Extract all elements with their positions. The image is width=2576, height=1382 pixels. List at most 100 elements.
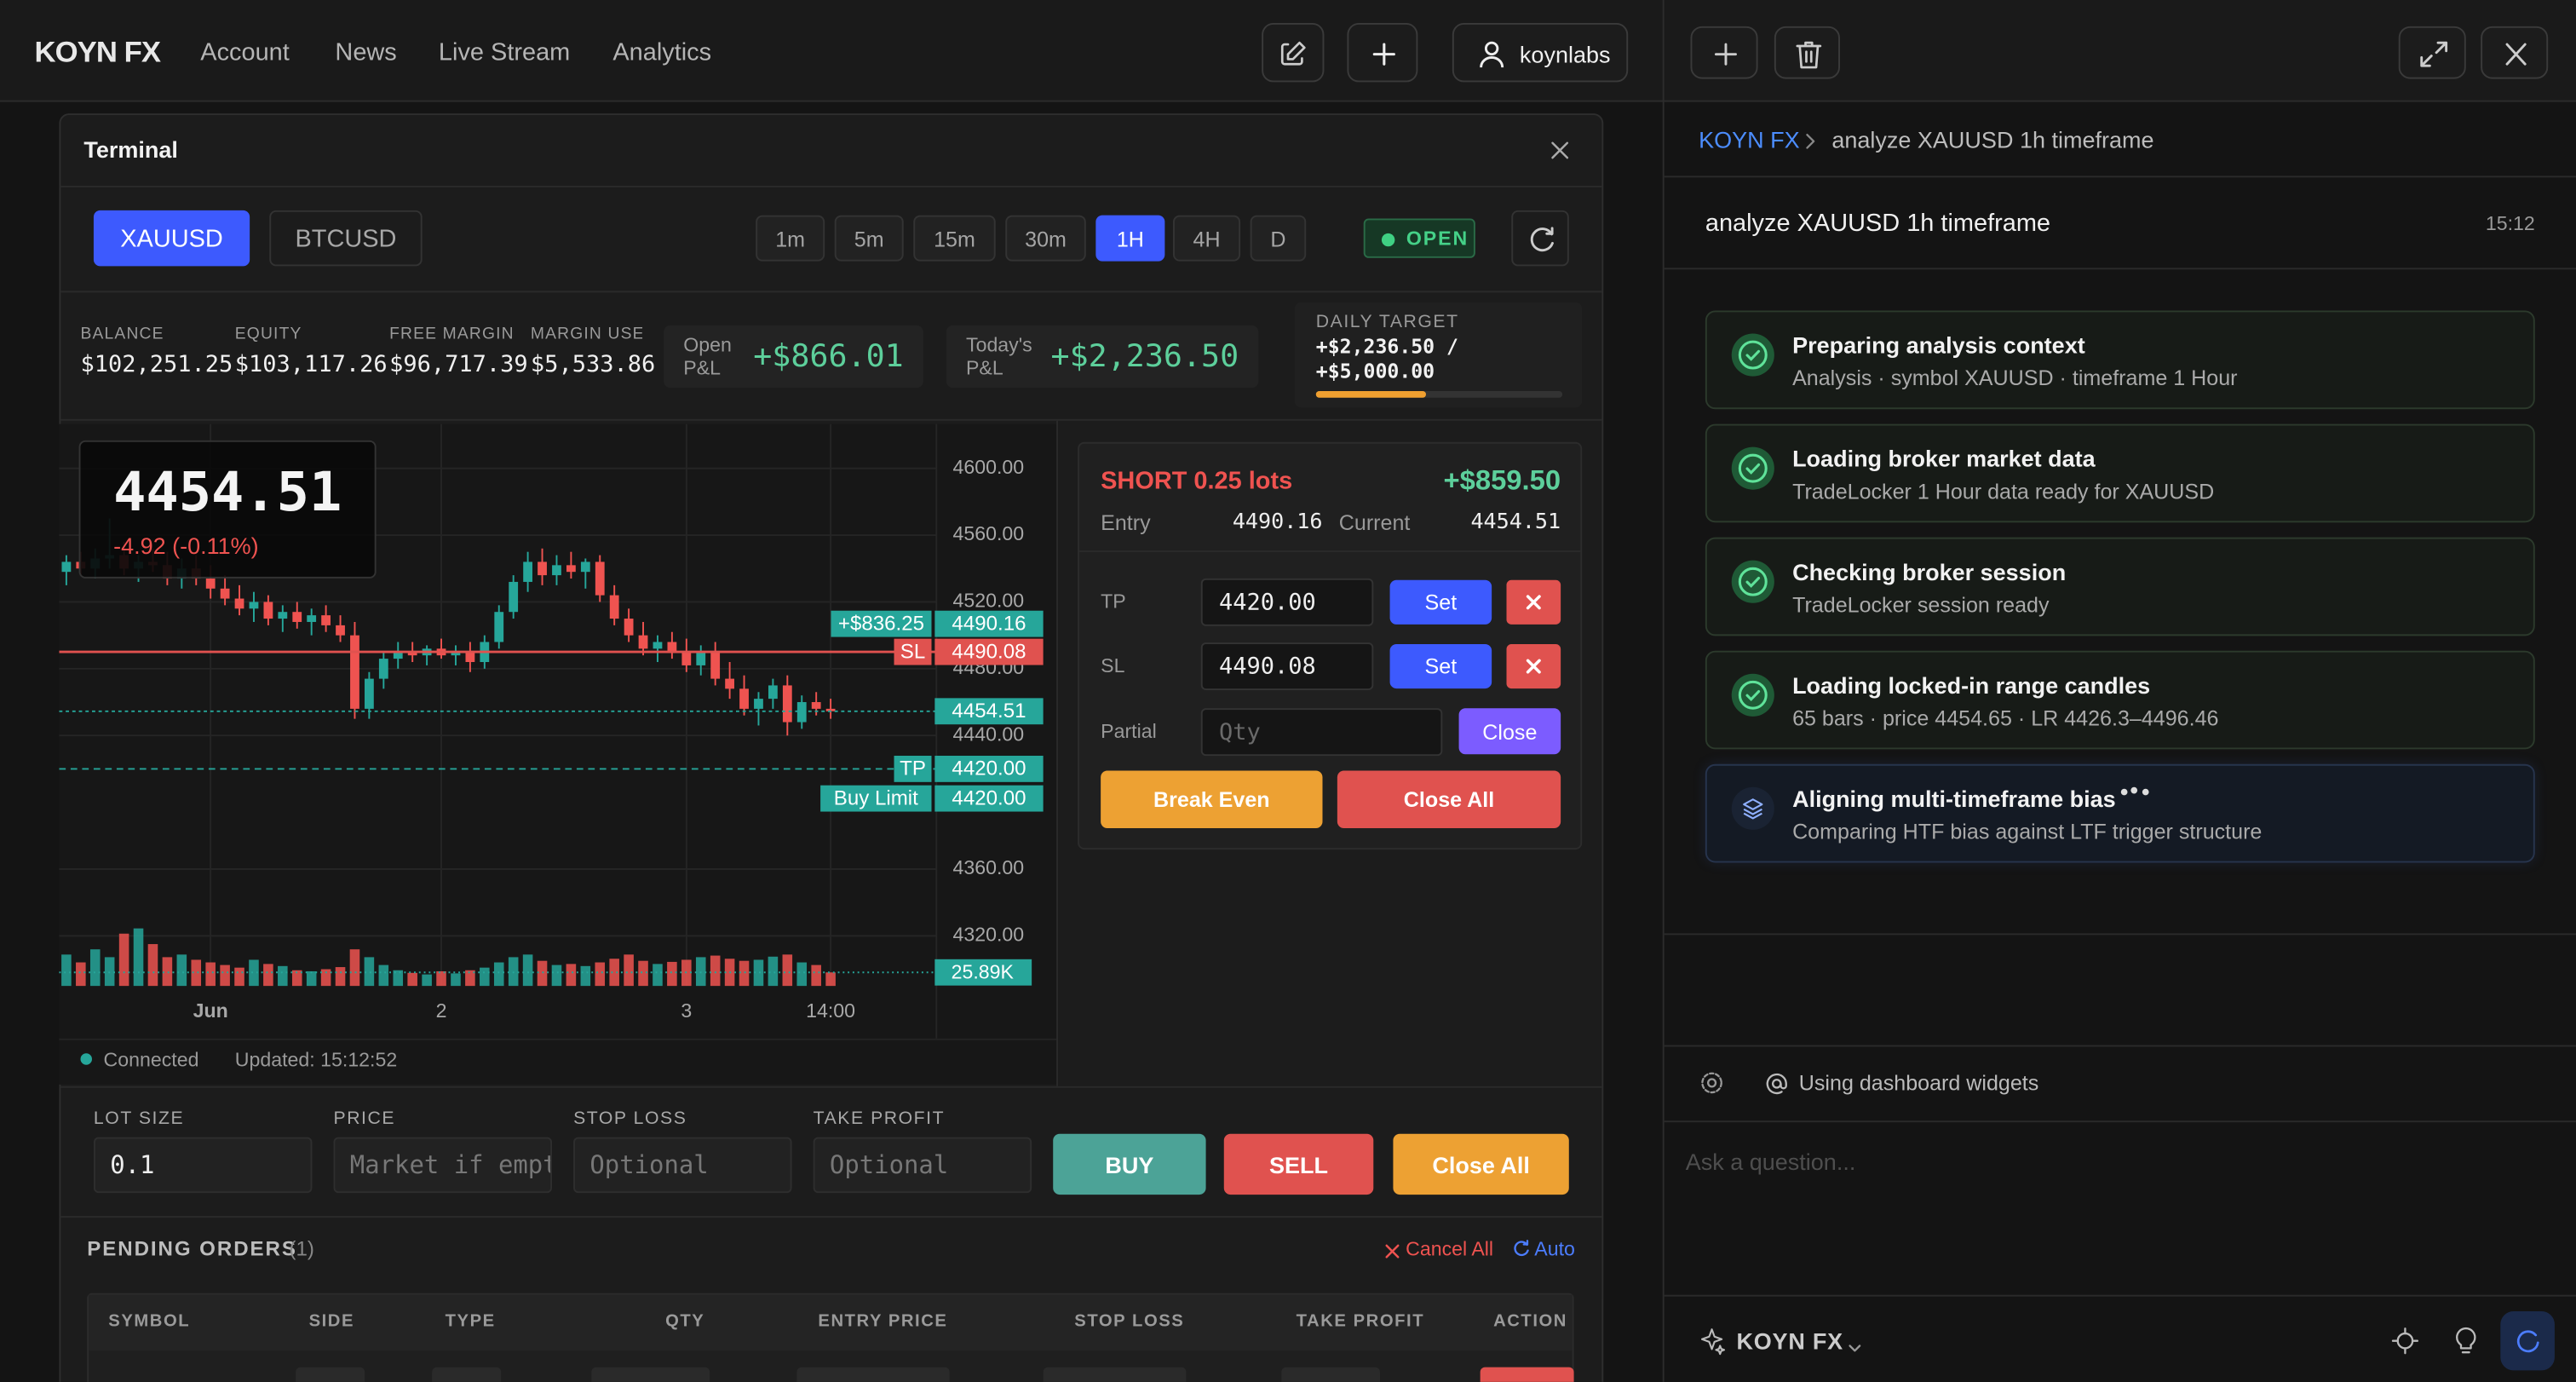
nav-link[interactable]: News (335, 38, 397, 67)
new-chat-button[interactable] (1690, 26, 1758, 79)
order-field-input[interactable]: Market if empty (333, 1137, 552, 1194)
icon-part (1286, 41, 1306, 60)
settings-icon[interactable] (1699, 1069, 1725, 1096)
daily-target-label: DAILY TARGET (1315, 312, 1459, 332)
cancel-order-button[interactable] (1480, 1367, 1574, 1382)
volume-bar (422, 974, 432, 987)
icon-part (1796, 41, 1822, 69)
volume-bar (364, 957, 375, 987)
progress-track (1315, 390, 1563, 398)
volume-bar (465, 970, 475, 987)
timeframe-button[interactable]: 30m (1005, 215, 1086, 262)
order-button[interactable]: Close All (1393, 1133, 1569, 1195)
price-tag (934, 698, 1044, 725)
candle-body (451, 652, 461, 656)
partial-close-button[interactable]: Close (1458, 708, 1561, 755)
icon-part (2516, 1330, 2539, 1353)
order-button[interactable]: SELL (1223, 1133, 1374, 1195)
current-label: Current (1338, 510, 1411, 535)
price-tag-text: 4490.16 (952, 612, 1026, 635)
icon-part (1526, 659, 1541, 674)
volume-bar (782, 954, 793, 987)
order-field-input[interactable]: Optional (573, 1137, 792, 1194)
volume-bar (291, 970, 302, 987)
step-title: Loading locked-in range candles (1792, 671, 2151, 699)
analysis-step: Aligning multi-timeframe bias Comparing H… (1705, 763, 2535, 863)
sl-label: SL (1101, 654, 1125, 677)
volume-bar (407, 972, 417, 987)
nav-link[interactable]: Account (200, 38, 290, 67)
send-button[interactable] (2500, 1310, 2555, 1371)
sl-remove-button[interactable] (1506, 643, 1561, 689)
candle-body (552, 565, 561, 576)
icon-part (2391, 1327, 2419, 1355)
icon-part (1849, 1345, 1861, 1352)
order-field-value: 0.1 (110, 1149, 155, 1180)
symbol-tab[interactable]: BTCUSD (269, 210, 423, 267)
volume-bar (580, 965, 591, 987)
cell-placeholder (1043, 1367, 1187, 1382)
candle-body (393, 652, 403, 659)
user-button[interactable]: koynlabs (1452, 22, 1629, 83)
price-tag (934, 785, 1044, 812)
timeframe-button[interactable]: 5m (834, 215, 904, 262)
mention-icon (1764, 1071, 1789, 1096)
candle-body (523, 561, 533, 582)
add-button[interactable] (1347, 22, 1418, 83)
chat-input-placeholder[interactable]: Ask a question... (1685, 1149, 1856, 1175)
delete-button[interactable] (1774, 26, 1840, 79)
idea-button[interactable] (2452, 1324, 2479, 1356)
order-field-placeholder: Optional (829, 1149, 949, 1180)
nav-link[interactable]: Live Stream (438, 38, 571, 67)
break-even-button[interactable]: Break Even (1101, 770, 1323, 828)
tp-set-button[interactable]: Set (1389, 579, 1492, 625)
y-tick-label: 4360.00 (953, 856, 1025, 878)
daily-target-goal: +$5,000.00 (1315, 360, 1435, 383)
tp-input[interactable]: 4420.00 (1200, 578, 1374, 626)
nav-link[interactable]: Analytics (612, 38, 712, 67)
timeframe-button[interactable]: 1m (756, 215, 825, 262)
timeframe-button[interactable]: 4H (1172, 215, 1241, 262)
volume-bar (89, 949, 101, 987)
step-title: Preparing analysis context (1792, 331, 2085, 359)
timeframe-button[interactable]: 1H (1095, 215, 1165, 262)
refresh-button[interactable] (1511, 210, 1569, 267)
symbol-tab[interactable]: XAUUSD (93, 210, 250, 267)
edit-button[interactable] (1262, 22, 1325, 83)
sl-input[interactable]: 4490.08 (1200, 642, 1374, 690)
focus-button[interactable] (2390, 1326, 2420, 1356)
icon-part (2396, 1332, 2414, 1350)
close-panel-button[interactable] (2481, 26, 2549, 79)
volume-bar (811, 965, 821, 987)
order-button[interactable]: BUY (1053, 1133, 1206, 1195)
icon-part (2391, 1327, 2419, 1355)
icon-part (1280, 41, 1306, 66)
divider (1664, 176, 2576, 178)
sl-set-button[interactable]: Set (1389, 643, 1492, 689)
timeframe-button[interactable]: D (1250, 215, 1307, 262)
price-tag-label (894, 638, 932, 665)
auto-link[interactable]: Auto (1534, 1237, 1575, 1261)
candle-body (811, 702, 821, 709)
cancel-all-link[interactable]: Cancel All (1406, 1237, 1494, 1261)
divider (1664, 1120, 2576, 1123)
volume-bar (508, 957, 519, 987)
tp-remove-button[interactable] (1506, 579, 1561, 625)
close-all-position-button[interactable]: Close All (1337, 770, 1561, 828)
order-field-input[interactable]: Optional (813, 1137, 1032, 1194)
timeframe-button[interactable]: 15m (913, 215, 996, 262)
icon-part (1480, 41, 1504, 68)
terminal-close[interactable] (1550, 140, 1571, 161)
updated-time: Updated: 15:12:52 (234, 1048, 398, 1072)
partial-input[interactable]: Qty (1200, 708, 1443, 757)
volume-bar (739, 960, 750, 987)
expand-button[interactable] (2398, 26, 2466, 79)
column-header: SIDE (308, 1310, 355, 1332)
breadcrumb-root[interactable]: KOYN FX (1699, 126, 1800, 153)
candle-body (667, 642, 677, 653)
model-selector[interactable]: KOYN FX (1736, 1327, 1843, 1355)
volume-bar (191, 959, 202, 987)
step-running-icon (1731, 786, 1774, 830)
order-field-input[interactable]: 0.1 (93, 1137, 313, 1194)
